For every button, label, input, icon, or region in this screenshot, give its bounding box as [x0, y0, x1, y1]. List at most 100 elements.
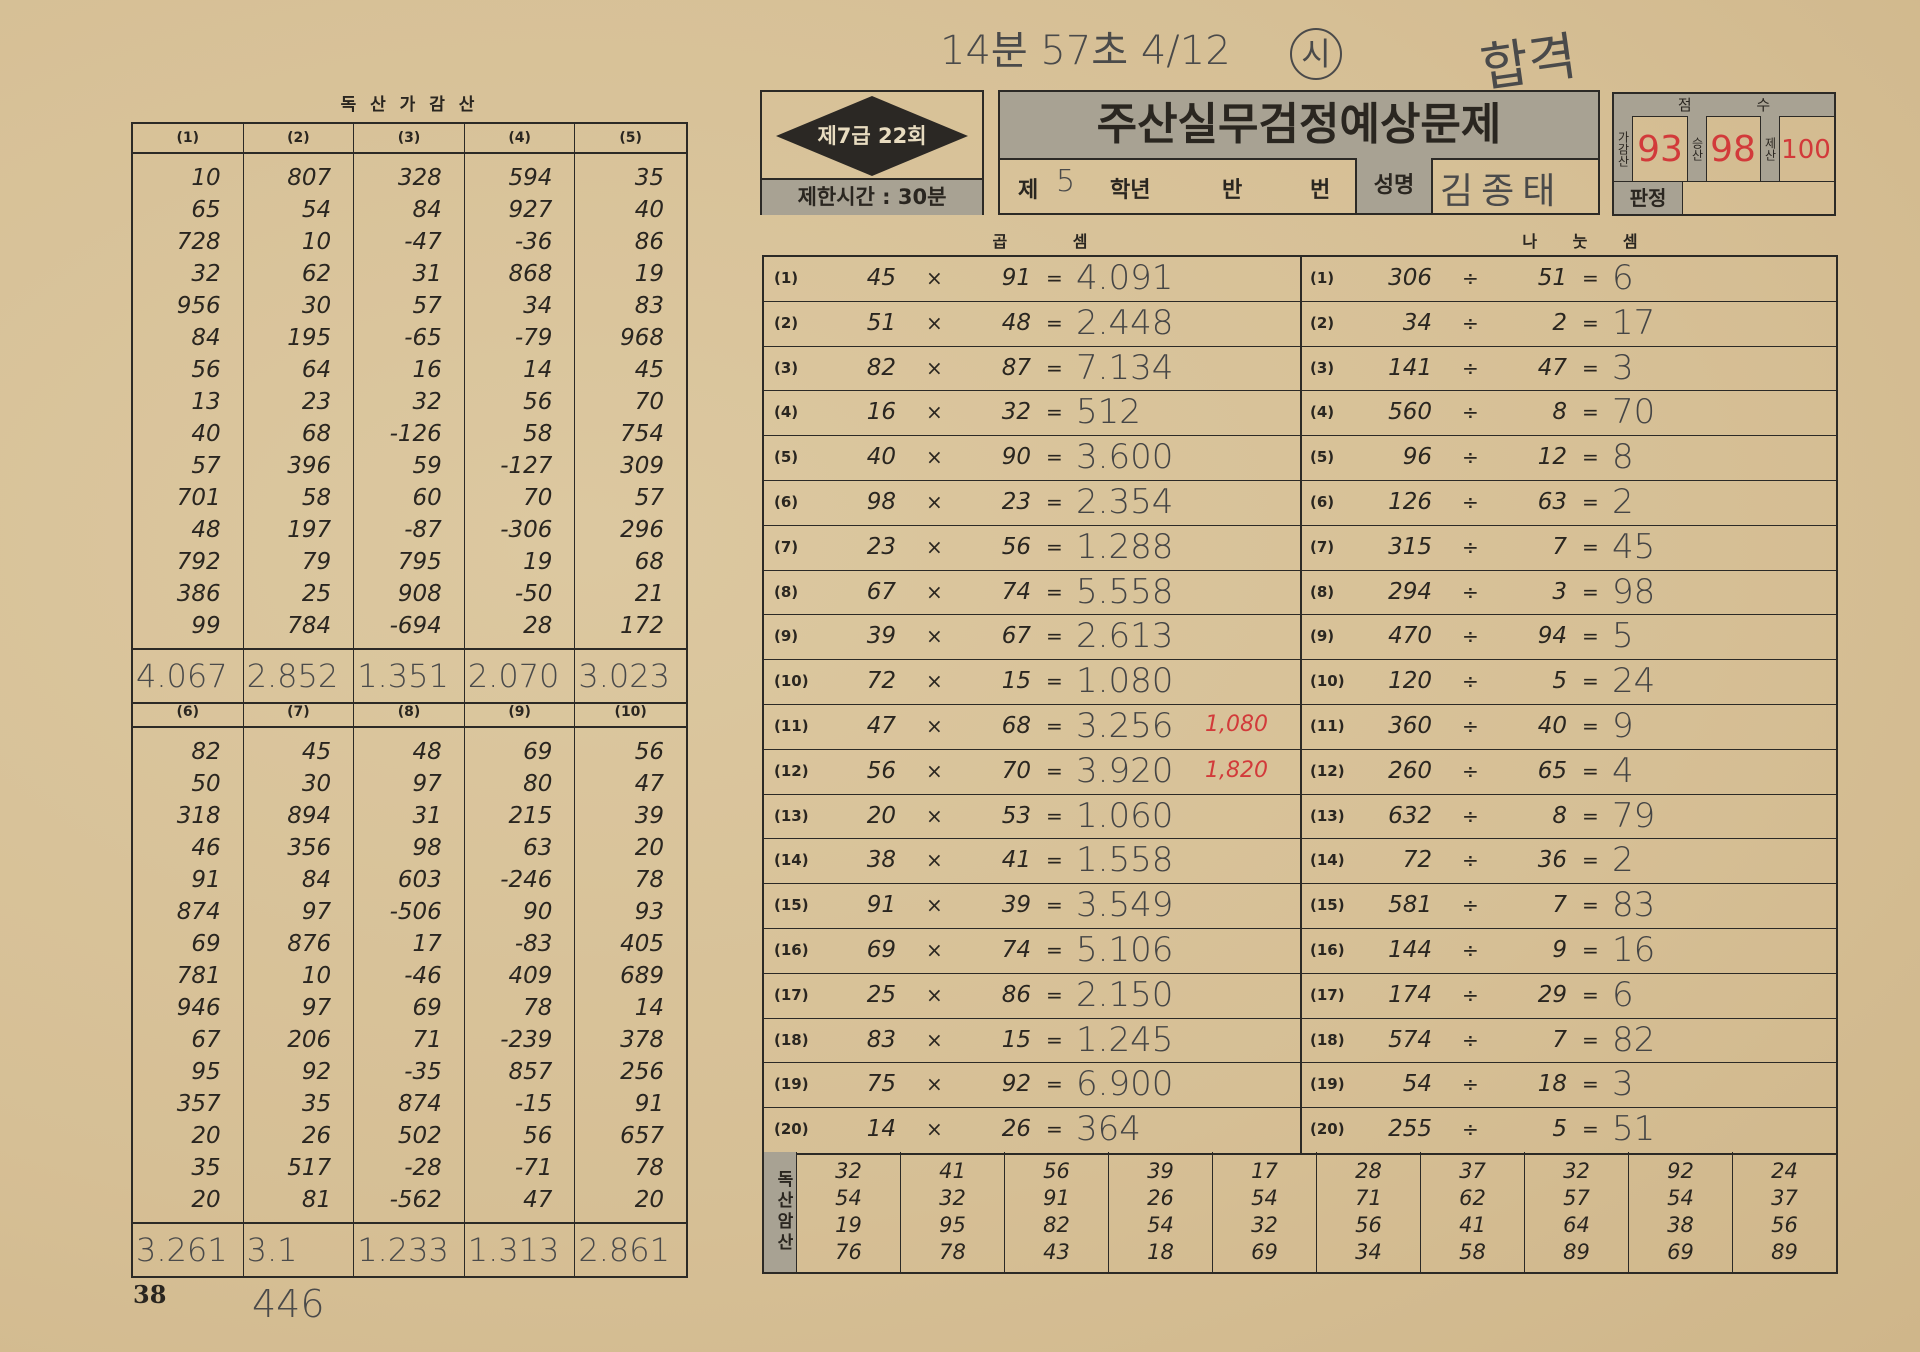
answer-field[interactable]: 16 [1612, 929, 1656, 970]
answer-field[interactable]: 5 [1612, 616, 1634, 657]
answer-field[interactable]: 83 [1612, 885, 1656, 926]
mental-column: 32 57 64 89 [1525, 1152, 1629, 1272]
operand-b: 5 [1552, 1116, 1567, 1143]
addition-table-2: (6) (7) (8) (9) (10) 82 50 318 46 91 874 69 781 946 67… [131, 698, 688, 1278]
number-cell: 17 [412, 931, 442, 957]
mental-number: 56 [1043, 1159, 1070, 1183]
answer-field[interactable]: 512 [1076, 392, 1141, 433]
answer-field[interactable]: 2.613 [1076, 616, 1174, 657]
number-cell: 968 [620, 325, 664, 351]
answer-field[interactable]: 1.313 [465, 1224, 576, 1276]
answer-field[interactable]: 82 [1612, 1019, 1656, 1060]
answer-field[interactable]: 9 [1612, 705, 1634, 746]
number-cell: 396 [287, 453, 332, 479]
number-cell: 84 [412, 197, 442, 223]
problem-row: (3) 82 × 87 = 7.134 [764, 347, 1300, 392]
answer-field[interactable]: 1.233 [354, 1224, 465, 1276]
answer-field[interactable]: 2.448 [1076, 302, 1174, 343]
number-cell: 91 [191, 867, 221, 893]
answer-field[interactable]: 2.861 [578, 1231, 670, 1269]
answer-field[interactable]: 79 [1612, 795, 1656, 836]
answer-field[interactable]: 6 [1612, 258, 1634, 298]
answer-field[interactable]: 7.134 [1076, 347, 1174, 388]
number-cell: 32 [191, 261, 221, 287]
answer-field[interactable]: 3.261 [133, 1224, 244, 1276]
grade-value[interactable]: 5 [1056, 164, 1076, 199]
problem-row: (16) 144 ÷ 9 = 16 [1300, 929, 1836, 974]
column-header-row: (6) (7) (8) (9) (10) [133, 698, 686, 728]
answer-field[interactable]: 17 [1612, 302, 1656, 343]
answer-field[interactable]: 4.067 [133, 650, 244, 702]
operand-a: 294 [1388, 578, 1432, 605]
answer-field[interactable]: 24 [1612, 661, 1656, 702]
answer-field[interactable]: 3.023 [578, 657, 670, 695]
answer-field[interactable]: 98 [1612, 571, 1656, 612]
times-sign: × [926, 266, 943, 290]
answer-field[interactable]: 51 [1612, 1109, 1656, 1150]
operand-b: 48 [1001, 309, 1031, 336]
answer-field[interactable]: 6 [1612, 974, 1634, 1015]
problem-row: (2) 51 × 48 = 2.448 [764, 302, 1300, 347]
answer-field[interactable]: 70 [1612, 392, 1656, 433]
answer-field[interactable]: 3 [1612, 347, 1634, 388]
answer-field[interactable]: 2.852 [244, 650, 355, 702]
number-cell: 56 [634, 739, 664, 765]
answer-field[interactable]: 1.351 [354, 650, 465, 702]
number-cell: 894 [287, 803, 332, 829]
answer-field[interactable]: 2.354 [1076, 481, 1174, 522]
answer-field[interactable]: 1.558 [1076, 840, 1174, 881]
answer-field[interactable]: 8 [1612, 437, 1634, 478]
answer-field[interactable]: 2.150 [1076, 974, 1174, 1015]
equals-sign: = [1582, 400, 1599, 425]
mental-number: 57 [1563, 1186, 1590, 1210]
problem-row: (2) 34 ÷ 2 = 17 [1300, 302, 1836, 347]
number-cell: 50 [191, 771, 221, 797]
problem-row: (19) 54 ÷ 18 = 3 [1300, 1063, 1836, 1109]
answer-field[interactable]: 364 [1076, 1109, 1141, 1150]
answer-field[interactable]: 3.549 [1076, 885, 1174, 926]
answer-field[interactable]: 3.600 [1076, 437, 1174, 478]
answer-field[interactable]: 1.245 [1076, 1019, 1174, 1060]
number-cell: -246 [500, 867, 553, 893]
answer-field[interactable]: 3 [1612, 1064, 1634, 1105]
column-header: (10) [614, 704, 647, 720]
equals-sign: = [1582, 803, 1599, 828]
operand-a: 72 [1402, 847, 1432, 874]
number-cell: 689 [620, 963, 664, 989]
problem-number: (18) [774, 1030, 809, 1049]
number-cell: -65 [404, 325, 442, 351]
divide-sign: ÷ [1462, 534, 1479, 559]
number-cell: 31 [412, 261, 442, 287]
answer-field[interactable]: 1.288 [1076, 526, 1174, 567]
answer-field[interactable]: 4.091 [1076, 258, 1174, 298]
number-cell: 16 [412, 357, 442, 383]
answer-field[interactable]: 3.920 [1076, 750, 1174, 791]
mental-number: 24 [1771, 1159, 1798, 1183]
problem-row: (4) 560 ÷ 8 = 70 [1300, 391, 1836, 437]
answer-field[interactable]: 1.060 [1076, 795, 1174, 836]
times-sign: × [926, 1117, 943, 1142]
answer-field[interactable]: 5.558 [1076, 571, 1174, 612]
problem-row: (5) 96 ÷ 12 = 8 [1300, 436, 1836, 481]
answer-field[interactable]: 2 [1612, 840, 1634, 881]
problem-number: (15) [1310, 896, 1345, 915]
mental-number: 54 [1147, 1213, 1174, 1237]
answer-field[interactable]: 2.070 [465, 650, 576, 702]
mental-number: 62 [1459, 1186, 1486, 1210]
name-value[interactable]: 김종태 [1440, 171, 1564, 212]
answer-field[interactable]: 1.080 [1076, 661, 1174, 702]
divide-sign: ÷ [1462, 803, 1479, 828]
operand-b: 53 [1001, 802, 1031, 829]
answer-field[interactable]: 45 [1612, 526, 1656, 567]
problem-number: (1) [1310, 269, 1335, 287]
mental-number: 18 [1147, 1240, 1174, 1264]
answer-field[interactable]: 4 [1612, 750, 1634, 791]
level-box: 제7급 22회 제한시간 : 30분 [760, 90, 984, 215]
number-cell: 386 [176, 581, 221, 607]
equals-sign: = [1582, 355, 1599, 380]
answer-field[interactable]: 3.1 [244, 1224, 355, 1276]
answer-field[interactable]: 6.900 [1076, 1064, 1174, 1105]
answer-field[interactable]: 3.256 [1076, 705, 1174, 746]
answer-field[interactable]: 2 [1612, 481, 1634, 522]
answer-field[interactable]: 5.106 [1076, 929, 1174, 970]
